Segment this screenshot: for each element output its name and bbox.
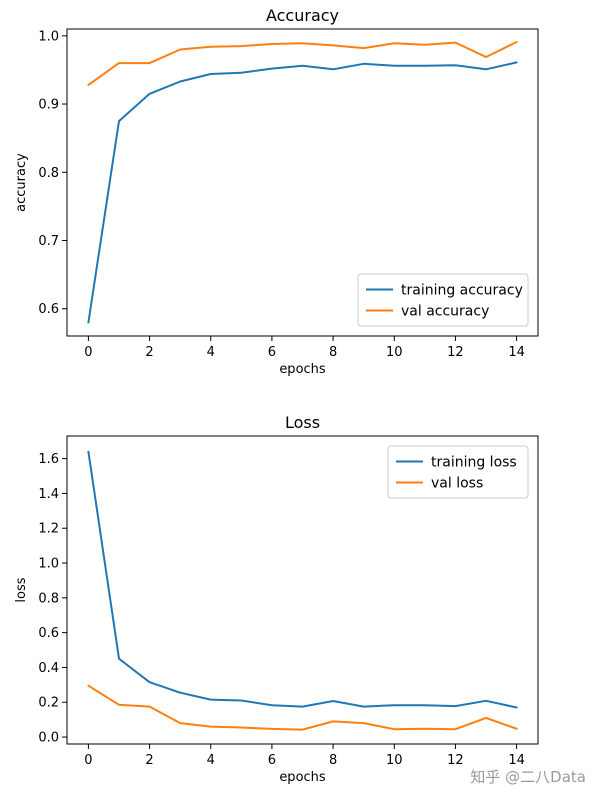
- chart1-xtick-label: 2: [145, 345, 153, 360]
- chart1-ytick-label: 0.8: [38, 166, 59, 181]
- chart2-xtick-label: 2: [145, 753, 153, 768]
- chart2-series-line-2: [87, 684, 518, 731]
- chart2-xtick-label: 8: [329, 753, 337, 768]
- chart2-ytick-label: 0.8: [38, 591, 59, 606]
- chart2-ytick-label: 1.4: [38, 487, 59, 502]
- chart2-xtick-label: 10: [386, 753, 403, 768]
- chart2-ytick-label: 0.2: [38, 696, 59, 711]
- chart2-xtick-label: 4: [207, 753, 215, 768]
- chart1-series-line-2: [87, 41, 518, 86]
- chart2-series-line-1: [87, 450, 518, 709]
- chart2-xtick-label: 6: [268, 753, 276, 768]
- chart2-xtick-label: 14: [508, 753, 525, 768]
- chart2-xtick-label: 0: [84, 753, 92, 768]
- chart2-title: Loss: [285, 413, 320, 432]
- chart1-xtick-label: 8: [329, 345, 337, 360]
- chart1-legend-label-1: training accuracy: [401, 283, 523, 299]
- chart1-xtick-label: 0: [84, 345, 92, 360]
- chart1-axes-frame: [66, 28, 539, 337]
- chart2-legend-label-2: val loss: [431, 476, 483, 492]
- chart1-xtick-label: 10: [386, 345, 403, 360]
- chart1-legend-box: [357, 273, 529, 327]
- chart1-ytick-label: 0.9: [38, 98, 59, 113]
- chart1-xtick-label: 14: [508, 345, 525, 360]
- chart1-xtick-label: 6: [268, 345, 276, 360]
- chart1-ytick-label: 0.7: [38, 234, 59, 249]
- chart2-axes-frame: [66, 435, 539, 745]
- chart2-xtick-label: 12: [447, 753, 464, 768]
- chart2-ytick-label: 1.0: [38, 557, 59, 572]
- chart2-ytick-label: 0.6: [38, 626, 59, 641]
- chart1-ytick-label: 0.6: [38, 302, 59, 317]
- chart2-xlabel: epochs: [279, 770, 326, 785]
- chart1-xtick-label: 4: [207, 345, 215, 360]
- chart2-ytick-label: 0.4: [38, 661, 59, 676]
- chart2-ytick-label: 1.2: [38, 522, 59, 537]
- chart1-series-line-1: [87, 61, 518, 324]
- chart2-ytick-label: 1.6: [38, 452, 59, 467]
- chart2-ytick-label: 0.0: [38, 731, 59, 746]
- chart2-ylabel: loss: [14, 577, 29, 602]
- chart1-xlabel: epochs: [279, 362, 326, 377]
- chart1-ytick-label: 1.0: [38, 29, 59, 44]
- chart1-title: Accuracy: [266, 6, 339, 25]
- chart1-xtick-label: 12: [447, 345, 464, 360]
- chart1-ylabel: accuracy: [14, 153, 29, 212]
- chart2-legend-box: [387, 445, 529, 499]
- chart1-legend-label-2: val accuracy: [401, 304, 489, 320]
- chart2-legend-label-1: training loss: [431, 455, 517, 471]
- watermark: 知乎 @二八Data: [470, 768, 586, 786]
